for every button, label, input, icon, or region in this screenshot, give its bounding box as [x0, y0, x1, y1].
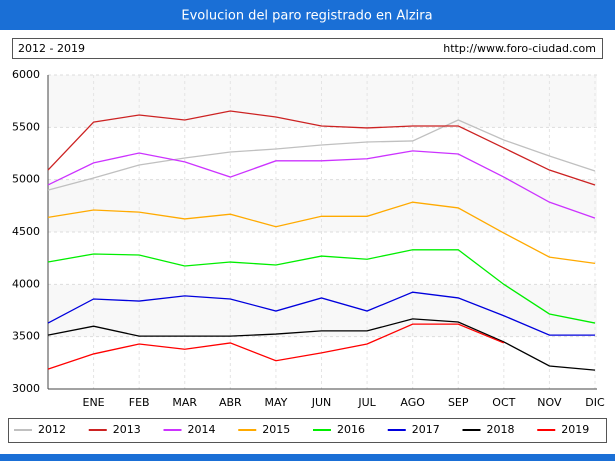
legend-label: 2018 — [487, 423, 515, 436]
title-bar — [0, 0, 615, 30]
series-line — [47, 291, 595, 336]
x-tick-label: OCT — [492, 396, 515, 409]
y-tick-label: 3500 — [12, 330, 40, 343]
legend-label: 2017 — [412, 423, 440, 436]
series-line — [47, 150, 596, 219]
series-line — [47, 318, 596, 371]
x-tick-label: DIC — [585, 396, 605, 409]
legend-label: 2016 — [337, 423, 365, 436]
series-line — [47, 110, 596, 186]
x-tick-label: NOV — [537, 396, 562, 409]
x-tick-label: FEB — [129, 396, 150, 409]
x-tick-label: JUN — [311, 396, 332, 409]
x-tick-label: AGO — [400, 396, 425, 409]
x-tick-label: ENE — [83, 396, 105, 409]
y-tick-label: 3000 — [12, 382, 40, 395]
y-tick-label: 6000 — [12, 68, 40, 81]
plot-band — [48, 284, 597, 337]
x-tick-label: MAY — [264, 396, 287, 409]
legend-label: 2015 — [262, 423, 290, 436]
series-line — [47, 249, 596, 324]
series-line — [47, 323, 505, 370]
bottom-bar — [0, 454, 615, 461]
header-box — [12, 38, 603, 59]
plot-band — [48, 179, 597, 232]
y-tick-label: 5500 — [12, 120, 40, 133]
y-tick-label: 4500 — [12, 225, 40, 238]
legend-label: 2019 — [561, 423, 589, 436]
y-tick-label: 5000 — [12, 173, 40, 186]
plot-band — [48, 232, 597, 285]
subtitle: 2012 - 2019 — [18, 42, 85, 55]
series-line — [47, 119, 596, 191]
x-tick-label: JUL — [357, 396, 376, 409]
plot-band — [48, 75, 597, 128]
x-tick-label: ABR — [219, 396, 242, 409]
legend-label: 2014 — [188, 423, 216, 436]
legend-label: 2013 — [113, 423, 141, 436]
chart-title: Evolucion del paro registrado en Alzira — [181, 9, 432, 24]
source: http://www.foro-ciudad.com — [443, 42, 596, 55]
legend-label: 2012 — [38, 423, 66, 436]
plot-band — [48, 336, 597, 389]
series-line — [47, 201, 596, 265]
legend-box — [8, 418, 607, 443]
y-tick-label: 4000 — [12, 277, 40, 290]
x-tick-label: MAR — [172, 396, 197, 409]
x-tick-label: SEP — [448, 396, 469, 409]
